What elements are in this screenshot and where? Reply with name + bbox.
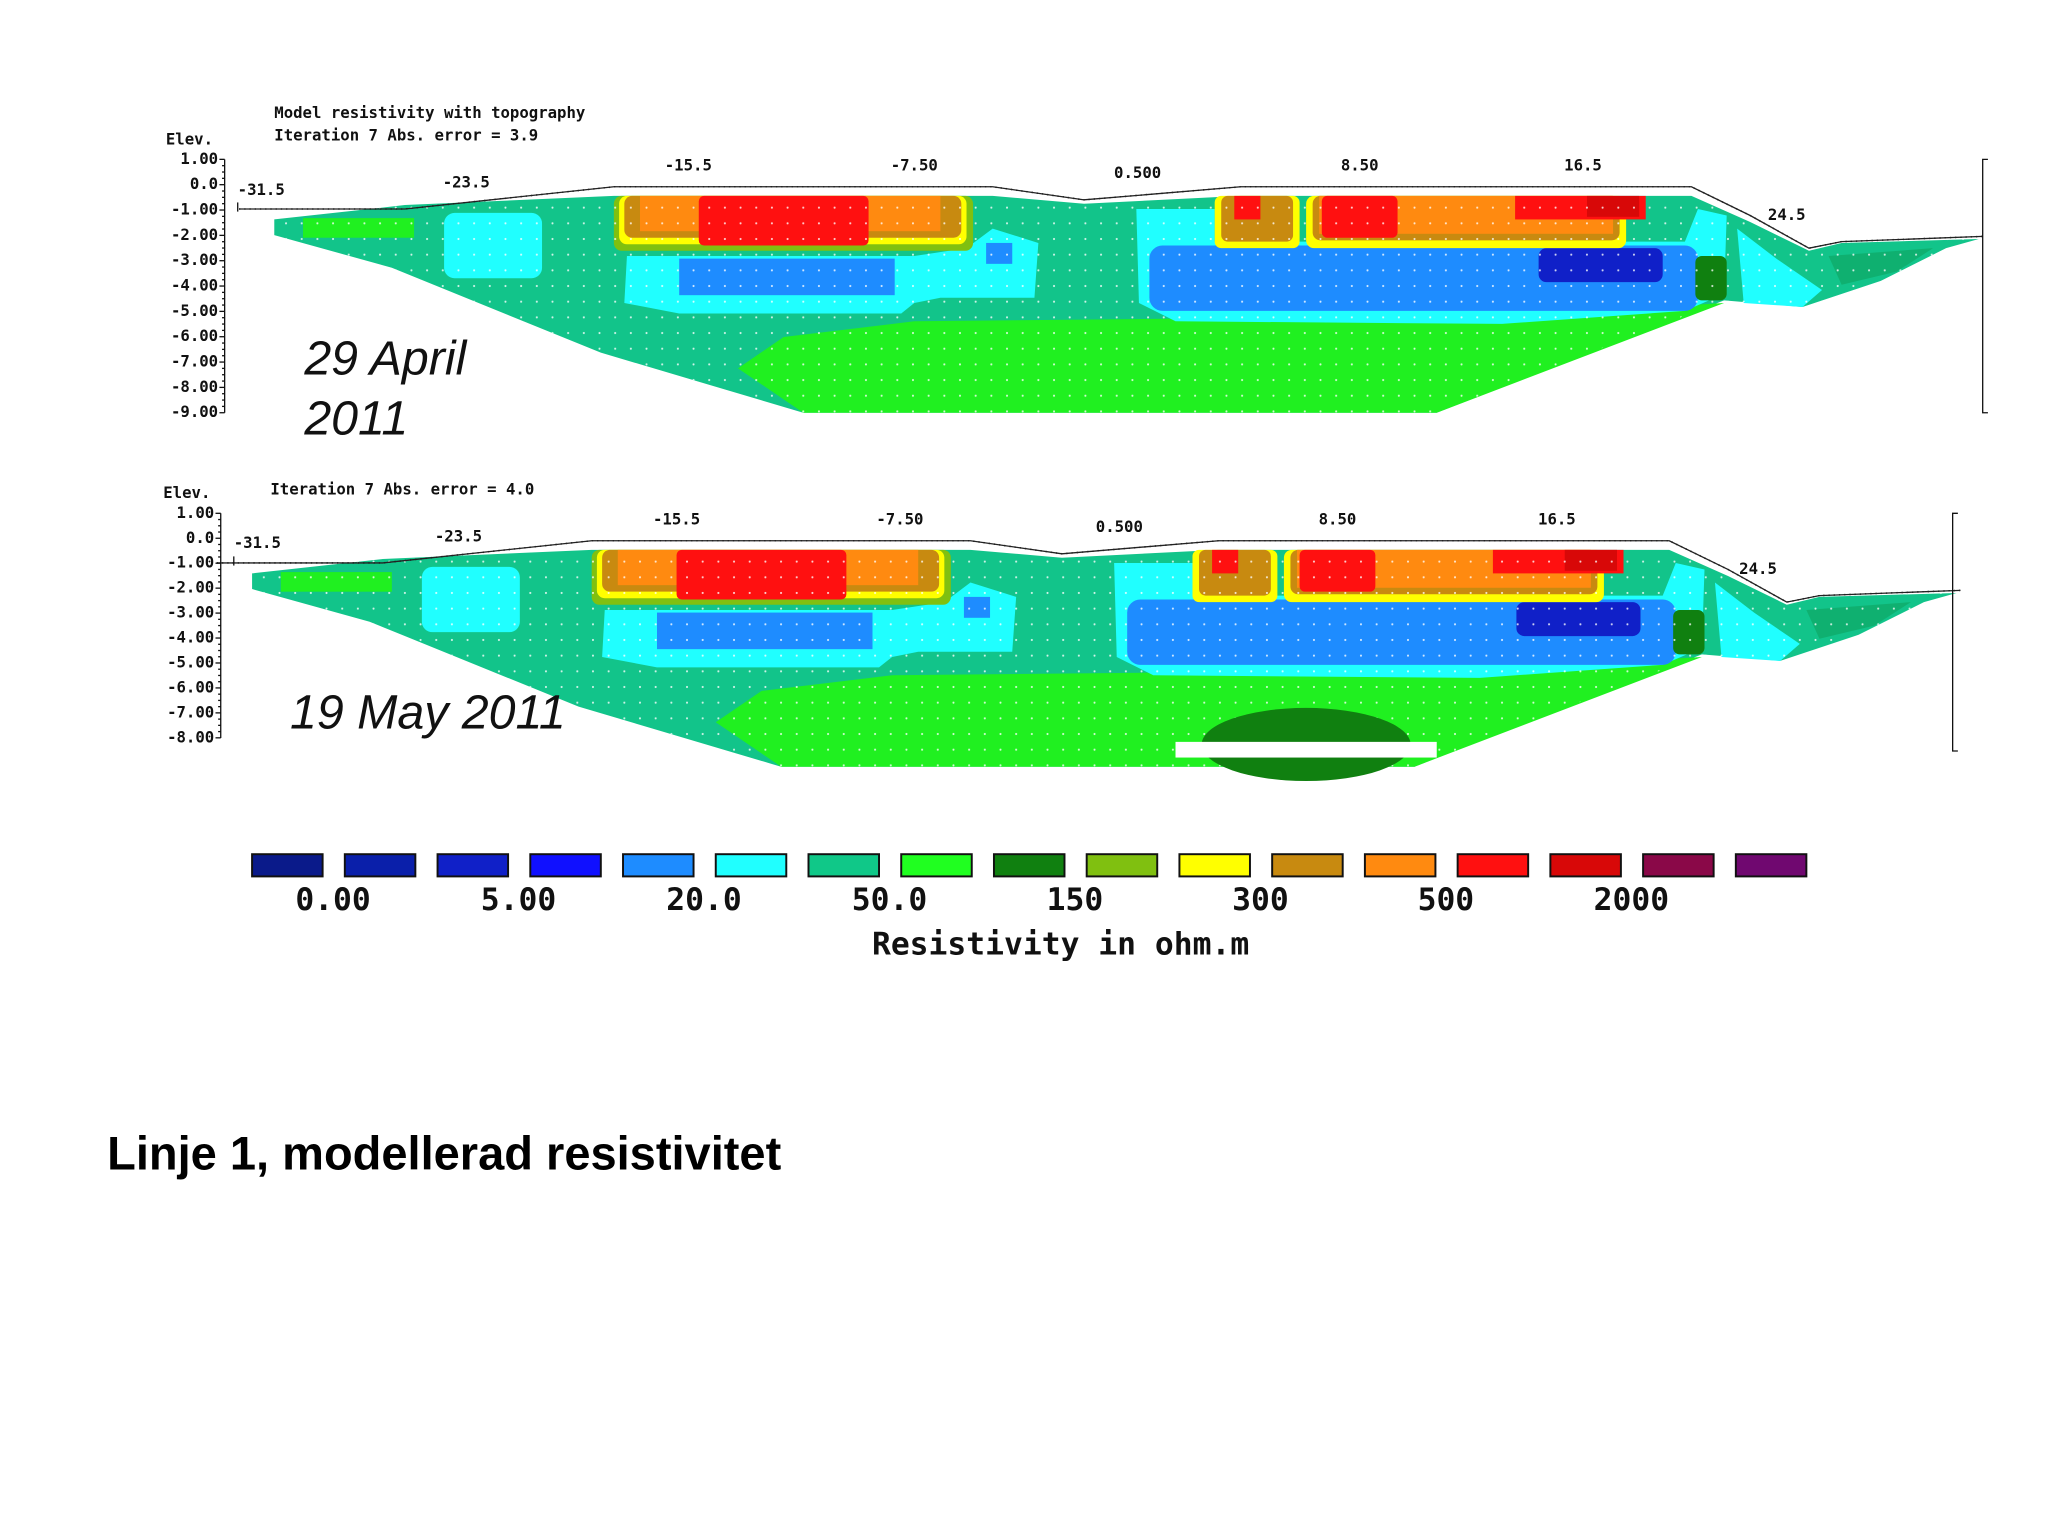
legend-label: 5.00 bbox=[481, 882, 556, 918]
y-tick-label: -5.00 bbox=[171, 301, 218, 320]
y-tick-label: -6.00 bbox=[171, 326, 218, 345]
x-tick-label: -7.50 bbox=[891, 155, 938, 174]
x-tick-label: -31.5 bbox=[234, 533, 281, 552]
legend-swatch bbox=[807, 853, 880, 878]
legend-swatch bbox=[1178, 853, 1251, 878]
legend-swatch bbox=[529, 853, 602, 878]
panel-subtitle: Iteration 7 Abs. error = 4.0 bbox=[270, 479, 534, 498]
y-tick-label: -7.00 bbox=[167, 702, 214, 721]
x-tick-label: 16.5 bbox=[1564, 155, 1602, 174]
legend-title: Resistivity in ohm.m bbox=[872, 927, 1249, 963]
x-tick-label: 0.500 bbox=[1096, 517, 1143, 536]
x-tick-label: -15.5 bbox=[665, 155, 712, 174]
x-tick-label: -7.50 bbox=[876, 509, 923, 528]
legend-swatch bbox=[1642, 853, 1715, 878]
legend-swatch bbox=[1085, 853, 1159, 878]
section-image bbox=[238, 185, 1984, 414]
y-tick-label: -8.00 bbox=[171, 377, 218, 396]
y-tick-label: -3.00 bbox=[171, 250, 218, 269]
legend-swatch bbox=[714, 853, 788, 878]
legend-swatch bbox=[436, 853, 510, 878]
y-tick-label: -8.00 bbox=[167, 727, 214, 746]
y-tick-label: -4.00 bbox=[171, 276, 218, 295]
y-tick-label: -6.00 bbox=[167, 677, 214, 696]
y-tick-label: -2.00 bbox=[171, 225, 218, 244]
y-tick-label: -1.00 bbox=[171, 200, 218, 219]
slide-caption: Linje 1, modellerad resistivitet bbox=[107, 1127, 781, 1180]
y-tick-label: -1.00 bbox=[167, 553, 214, 572]
x-tick-label: 8.50 bbox=[1341, 155, 1379, 174]
legend-swatch bbox=[622, 853, 695, 878]
date-label: 19 May 2011 bbox=[290, 686, 566, 740]
date-label: 29 April bbox=[303, 332, 467, 386]
legend-swatch bbox=[992, 853, 1066, 878]
legend-label: 2000 bbox=[1594, 882, 1669, 918]
legend-swatch bbox=[1363, 853, 1437, 878]
y-tick-label: -7.00 bbox=[171, 352, 218, 371]
x-tick-label: -31.5 bbox=[238, 180, 285, 199]
y-axis-label: Elev. bbox=[166, 129, 213, 148]
y-tick-label: -3.00 bbox=[167, 603, 214, 622]
x-tick-label: 16.5 bbox=[1538, 509, 1576, 528]
legend-swatch bbox=[1549, 853, 1622, 878]
legend-swatch bbox=[900, 853, 973, 878]
legend-label: 20.0 bbox=[666, 882, 741, 918]
legend-swatch bbox=[1456, 853, 1530, 878]
legend-label: 500 bbox=[1418, 882, 1475, 918]
y-tick-label: 0.0 bbox=[186, 528, 214, 547]
legend-label: 300 bbox=[1232, 882, 1289, 918]
panel-subtitle: Iteration 7 Abs. error = 3.9 bbox=[274, 125, 538, 144]
legend-swatch bbox=[343, 853, 417, 878]
y-axis-label: Elev. bbox=[163, 483, 210, 502]
legend-label: 50.0 bbox=[852, 882, 927, 918]
legend-label: 0.00 bbox=[295, 882, 370, 918]
y-tick-label: -4.00 bbox=[167, 628, 214, 647]
x-tick-label: 24.5 bbox=[1739, 559, 1777, 578]
x-tick-label: 0.500 bbox=[1114, 163, 1161, 182]
right-axis bbox=[1951, 512, 1958, 752]
legend-swatch bbox=[1271, 853, 1344, 878]
y-tick-label: -5.00 bbox=[167, 652, 214, 671]
legend-label: 150 bbox=[1047, 882, 1104, 918]
right-axis bbox=[1982, 158, 1988, 414]
x-tick-label: -23.5 bbox=[443, 172, 490, 191]
y-tick-label: -2.00 bbox=[167, 578, 214, 597]
y-tick-label: 1.00 bbox=[180, 149, 218, 168]
legend: 0.00 5.00 20.0 50.0 150 300 500 2000 bbox=[251, 853, 1808, 918]
date-label: 2011 bbox=[303, 392, 408, 446]
y-tick-label: 0.0 bbox=[190, 174, 218, 193]
x-tick-label: 8.50 bbox=[1319, 509, 1357, 528]
y-tick-label: -9.00 bbox=[171, 402, 218, 421]
x-tick-label: -15.5 bbox=[653, 509, 700, 528]
x-tick-label: 24.5 bbox=[1768, 205, 1806, 224]
y-tick-label: 1.00 bbox=[176, 503, 214, 522]
legend-swatch bbox=[1734, 853, 1808, 878]
panel-title: Model resistivity with topography bbox=[274, 103, 585, 122]
x-tick-label: -23.5 bbox=[435, 526, 482, 545]
legend-swatch bbox=[251, 853, 324, 878]
